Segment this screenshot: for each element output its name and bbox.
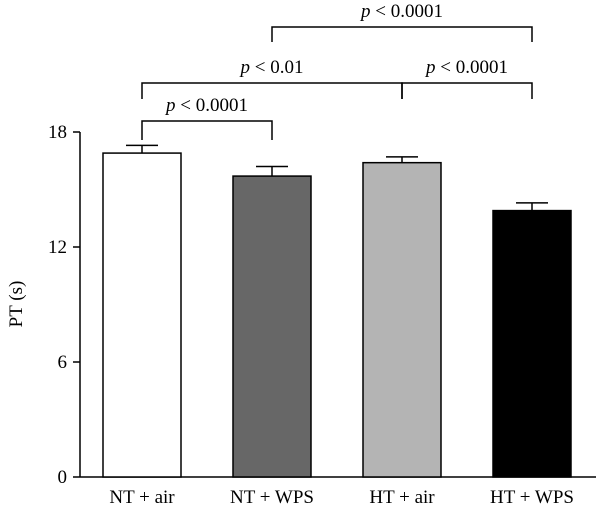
bar (232, 175, 312, 478)
category-label: HT + air (369, 487, 435, 508)
significance-label: p < 0.0001 (359, 1, 443, 22)
significance-brackets: p < 0.0001 p < 0.01 p < 0.0001 p < 0.0001 (141, 1, 533, 140)
y-tick-label: 6 (58, 352, 68, 373)
significance-bracket (141, 120, 273, 140)
significance-label: p < 0.01 (239, 57, 304, 78)
bars: NT + air NT + WPS HT + air HT + WPS (102, 144, 574, 508)
y-tick-label: 0 (58, 467, 68, 488)
bar (492, 209, 572, 478)
y-axis-label: PT (s) (6, 281, 27, 328)
bar (362, 161, 442, 478)
significance-label: p < 0.0001 (164, 95, 248, 116)
y-tick-label: 12 (48, 237, 67, 258)
bar (102, 152, 182, 478)
significance-label: p < 0.0001 (424, 57, 508, 78)
significance-bracket (271, 26, 533, 42)
category-label: HT + WPS (490, 487, 574, 508)
significance-bracket (401, 82, 533, 99)
y-tick-label: 18 (48, 122, 67, 143)
category-label: NT + WPS (230, 487, 314, 508)
category-label: NT + air (109, 487, 175, 508)
